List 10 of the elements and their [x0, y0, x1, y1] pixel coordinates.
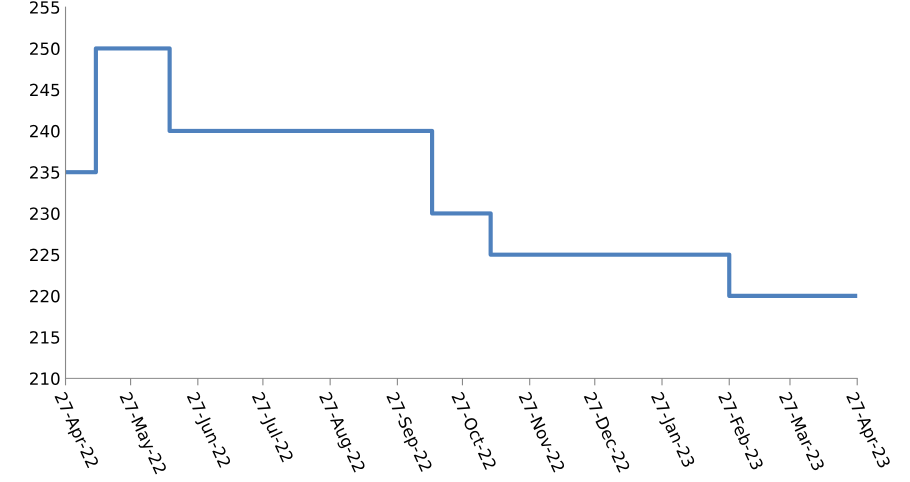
y-tick-label: 235 [30, 166, 60, 179]
y-tick-label: 220 [30, 290, 60, 302]
y-tick-label: 210 [30, 372, 60, 385]
y-tick-label: 225 [30, 248, 60, 262]
y-tick-label: 215 [30, 331, 60, 344]
y-tick-label: 250 [30, 42, 60, 56]
y-tick-label: 230 [30, 207, 60, 220]
y-tick-label: 240 [30, 124, 60, 138]
y-tick-label: 245 [30, 84, 60, 96]
y-tick-label: 255 [30, 1, 60, 14]
